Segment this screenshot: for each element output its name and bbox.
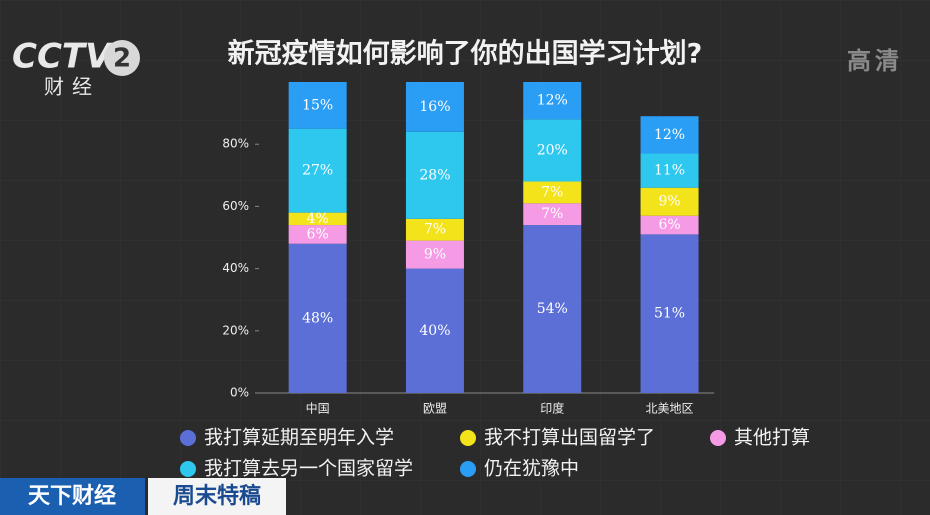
quality: 高清 (847, 47, 903, 75)
bar-segment (640, 187, 699, 216)
legend-label: 仍在犹豫中 (484, 458, 579, 480)
y-tick-label: 20% (222, 323, 249, 337)
data-label: 20% (537, 142, 568, 158)
bar-segment (288, 128, 347, 213)
y-tick-label: 0% (230, 386, 249, 400)
segment-box (148, 478, 286, 515)
data-label: 28% (419, 167, 450, 183)
data-label: 9% (424, 247, 446, 263)
legend-label: 我打算延期至明年入学 (204, 427, 394, 449)
data-label: 7% (424, 222, 446, 238)
x-tick-label: 北美地区 (646, 402, 694, 416)
bar-segment (288, 212, 347, 226)
data-label: 51% (654, 306, 685, 322)
legend-swatch (460, 461, 476, 477)
legend-swatch (180, 461, 196, 477)
program: 天下财经 (28, 483, 116, 509)
data-label: 48% (302, 310, 333, 326)
data-label: 6% (307, 226, 329, 242)
bar-segment (288, 82, 347, 129)
legend-label: 我打算去另一个国家留学 (204, 458, 413, 480)
data-label: 11% (654, 163, 685, 179)
bar-segment (288, 243, 347, 393)
bar-segment (405, 218, 464, 241)
chart-title: 新冠疫情如何影响了你的出国学习计划? (228, 38, 703, 70)
data-label: 54% (537, 301, 568, 317)
logo-badge (104, 40, 140, 76)
data-label: 4% (307, 211, 329, 227)
data-label: 6% (658, 217, 680, 233)
y-tick-label: 80% (222, 137, 249, 151)
data-label: 16% (419, 99, 450, 115)
x-tick-label: 欧盟 (423, 402, 447, 416)
data-label: 15% (302, 97, 333, 113)
legend-label: 我不打算出国留学了 (484, 427, 655, 449)
bar-segment (288, 225, 347, 244)
bar-segment (405, 240, 464, 269)
channel-name: 财经 (44, 75, 100, 99)
bar-segment (405, 268, 464, 393)
bar-segment (640, 116, 699, 154)
legend-label: 其他打算 (734, 427, 810, 449)
bar-segment (405, 82, 464, 132)
y-tick-label: 60% (222, 199, 249, 213)
bar-segment (523, 203, 582, 226)
x-tick-label: 印度 (540, 401, 564, 416)
bar-segment (405, 131, 464, 219)
data-label: 40% (419, 323, 450, 339)
legend-swatch (460, 430, 476, 446)
x-tick-label: 中国 (306, 401, 330, 416)
legend-swatch (710, 430, 726, 446)
data-label: 7% (541, 184, 563, 200)
channel: 2 (113, 44, 131, 74)
legend-swatch (180, 430, 196, 446)
segment: 周末特稿 (173, 483, 261, 509)
bar-segment (640, 234, 699, 393)
data-label: 12% (537, 93, 568, 109)
bar-segment (523, 119, 582, 182)
y-tick-label: 40% (222, 261, 249, 275)
logo: CCTV (12, 37, 114, 77)
data-label: 12% (654, 127, 685, 143)
data-label: 7% (541, 206, 563, 222)
program-box (0, 478, 145, 515)
bar-segment (640, 153, 699, 188)
data-label: 27% (302, 163, 333, 179)
bar-segment (523, 82, 582, 120)
bar-segment (640, 215, 699, 235)
data-label: 9% (658, 194, 680, 210)
bar-segment (523, 181, 582, 204)
bar-segment (523, 225, 582, 393)
